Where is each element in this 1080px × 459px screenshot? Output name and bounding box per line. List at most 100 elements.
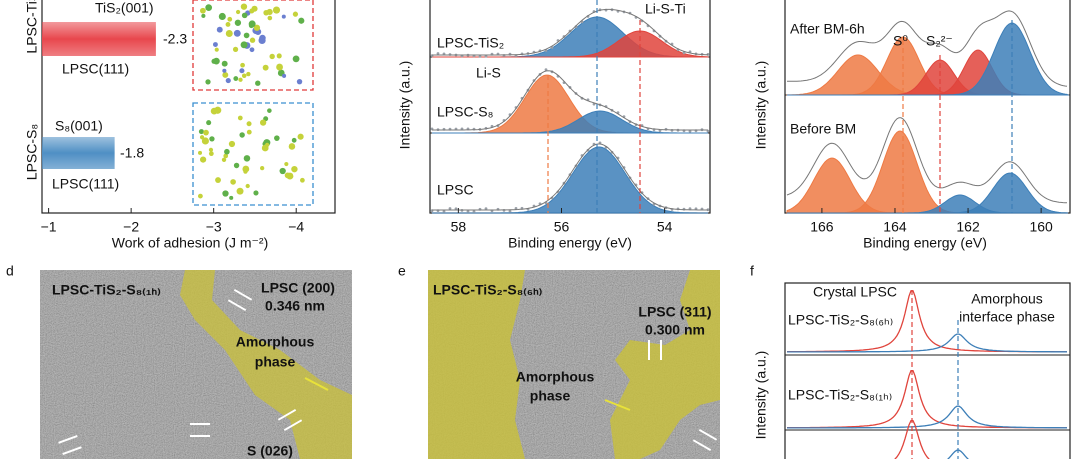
atom (235, 9, 241, 15)
atom (249, 37, 256, 43)
bar-label: TiS₂(001) (95, 0, 154, 16)
envelope (432, 143, 708, 211)
raw-point (508, 209, 512, 213)
annotation: 0.300 nm (645, 322, 705, 338)
atom (224, 148, 230, 155)
data-label: -1.8 (120, 145, 144, 161)
x-tick-label: 58 (451, 219, 467, 235)
envelope (432, 8, 709, 56)
x-tick-label: 54 (657, 219, 673, 235)
atom (218, 12, 226, 20)
atom (267, 15, 273, 21)
atom (253, 24, 261, 31)
raw-point (472, 210, 476, 213)
annotation: Amorphous (516, 369, 595, 385)
atom (232, 46, 239, 53)
atom (241, 12, 248, 19)
annotation: S₂²⁻ (926, 33, 953, 49)
atom (284, 161, 289, 167)
annotation: After BM-6h (790, 21, 865, 37)
annotation: S⁰ (893, 33, 908, 49)
atom (263, 9, 269, 16)
annotation: LPSC-TiS₂-S₈₍₆ₕ₎ (788, 312, 893, 328)
atom (206, 120, 212, 126)
atom (233, 162, 240, 169)
structure-box (192, 0, 314, 91)
atom (243, 155, 251, 162)
annotation: Amorphous (971, 291, 1043, 307)
data-label: -2.3 (163, 31, 187, 47)
atom (262, 64, 269, 71)
fit-curve (787, 405, 1067, 429)
atom (237, 115, 243, 121)
lattice-marker (58, 435, 82, 455)
atom (211, 58, 217, 64)
atom (238, 77, 243, 82)
atom (260, 119, 267, 126)
atom (227, 16, 233, 22)
lattice-marker (227, 288, 253, 312)
annotation: Li-S-Ti (645, 1, 686, 17)
atom (245, 183, 250, 189)
annotation: phase (530, 388, 571, 404)
atom (200, 7, 206, 14)
atom (229, 195, 234, 200)
row-label: LPSC-TiS₂ (24, 0, 40, 54)
atom (240, 41, 248, 49)
atom (286, 172, 294, 180)
fit-peak (787, 172, 1069, 214)
axes-frame (784, 282, 1071, 459)
atom (233, 76, 239, 81)
atom (265, 142, 270, 148)
atom (228, 140, 236, 148)
atom (225, 78, 231, 84)
atom (300, 177, 305, 183)
axis-title: Intensity (a.u.) (397, 61, 413, 150)
x-tick-label: 56 (554, 219, 570, 235)
atom (241, 73, 247, 79)
raw-point (682, 51, 686, 55)
fit-peak (432, 146, 708, 214)
atom (208, 151, 214, 157)
annotation: 0.346 nm (265, 298, 325, 314)
atom (203, 129, 209, 136)
atom (249, 47, 255, 53)
atom (253, 190, 259, 196)
atom (272, 6, 281, 14)
x-tick-label: 162 (956, 219, 980, 235)
annotation: Crystal LPSC (813, 284, 897, 300)
atom (246, 129, 252, 135)
atom (201, 137, 209, 145)
x-tick-label: −4 (288, 219, 304, 235)
x-tick-label: 164 (883, 219, 907, 235)
atom (198, 129, 204, 135)
arrow (604, 399, 631, 411)
axis-title: Binding energy (eV) (863, 235, 987, 251)
raw-point (484, 207, 488, 211)
panel-letter: e (398, 263, 406, 279)
bar-label: LPSC(111) (52, 176, 119, 192)
axis-title: Binding energy (eV) (508, 235, 632, 251)
atom (298, 17, 305, 24)
envelope (432, 70, 708, 131)
atom (221, 157, 227, 162)
atom (222, 71, 229, 78)
annotation: Amorphous (236, 334, 315, 350)
bar (42, 22, 156, 56)
atom (291, 137, 297, 143)
annotation: S (026) (247, 443, 293, 459)
atom (221, 60, 228, 67)
atom (239, 68, 245, 74)
raw-point (448, 207, 452, 210)
row-label: LPSC-S₈ (24, 124, 40, 180)
atom (296, 78, 303, 85)
atom (240, 3, 248, 10)
atom (198, 150, 203, 155)
annotation: LPSC-TiS₂-S₈₍₁ₕ₎ (788, 387, 892, 403)
atom (209, 136, 215, 142)
atom (205, 79, 211, 85)
atom (210, 107, 218, 115)
x-tick-label: −3 (206, 219, 222, 235)
bar-label: LPSC(111) (62, 61, 129, 77)
atom (234, 19, 242, 26)
